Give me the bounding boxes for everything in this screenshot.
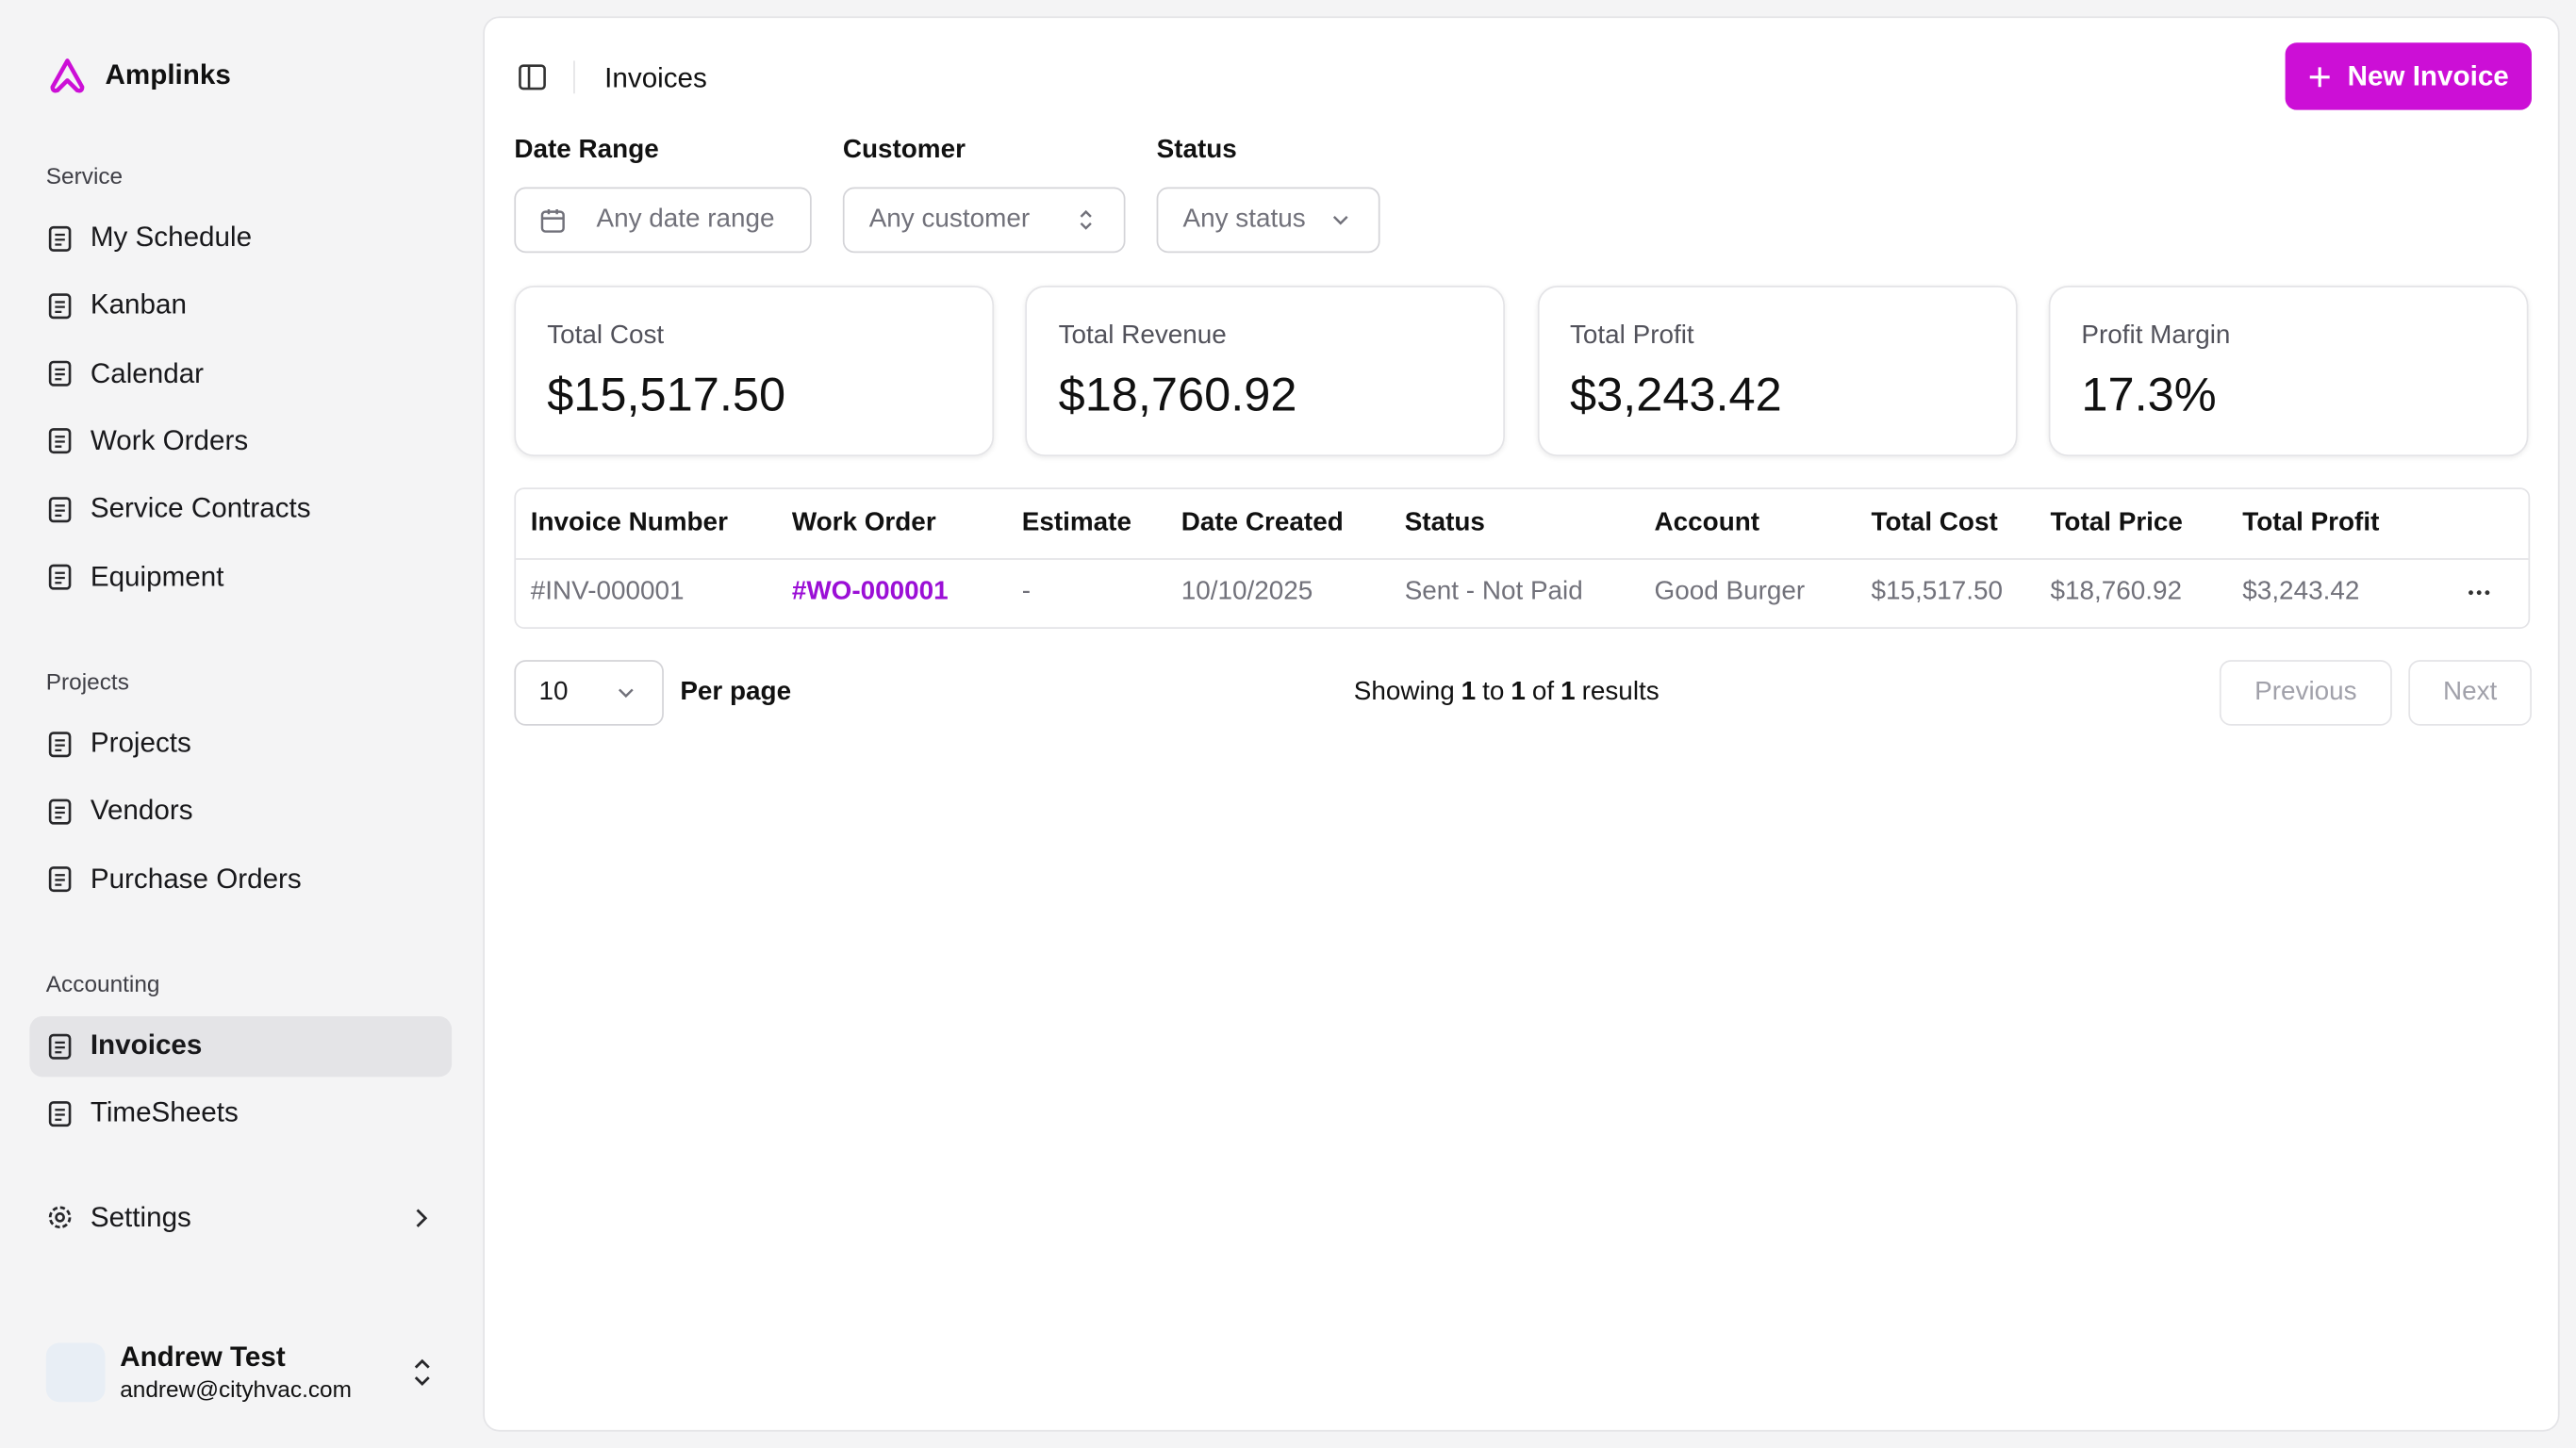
cell: Sent - Not Paid [1404,578,1583,606]
cell: $18,760.92 [2050,578,2182,606]
stat-card: Total Revenue $18,760.92 [1025,286,1506,457]
cell: 10/10/2025 [1181,578,1313,606]
filter-label: Date Range [514,136,659,165]
summary-part: of [1531,678,1555,706]
filter-label: Customer [842,136,966,165]
row-divider [516,558,2529,560]
nav-item[interactable]: Work Orders [29,411,452,471]
section-title: Service [45,162,124,189]
column-header: Date Created [1181,508,1344,537]
stat-value: $3,243.42 [1569,369,1782,422]
cell: $15,517.50 [1871,578,2004,606]
stat-value: 17.3% [2081,369,2217,422]
per-page-value: 10 [538,678,569,706]
section-title: Accounting [45,970,160,997]
user-menu[interactable] [409,1358,436,1387]
summary-part: 1 [1560,678,1576,706]
per-page-label: Per page [680,678,792,706]
column-header: Status [1404,508,1485,537]
filter-control[interactable]: Any customer [842,187,1126,254]
stat-value: $15,517.50 [547,369,786,422]
avatar [45,1342,106,1403]
nav-label: Invoices [90,1028,203,1061]
page-title: Invoices [604,62,707,94]
nav-item[interactable]: Settings [29,1187,452,1247]
sidebar: Amplinks Service My Schedule Kanban Calenda… [0,0,476,1448]
button-label: New Invoice [2347,59,2509,91]
previous-button[interactable]: Previous [2219,660,2392,726]
user-name: Andrew Test [120,1341,286,1373]
per-page-select[interactable]: 10 [514,660,664,726]
stat-label: Total Cost [547,321,665,350]
stat-card: Total Cost $15,517.50 [514,286,995,457]
nav-label: Kanban [90,289,187,321]
nav-label: Settings [90,1200,191,1232]
cell: Good Burger [1654,578,1806,606]
nav-item[interactable]: Service Contracts [29,479,452,539]
nav-item[interactable]: Vendors [29,782,452,842]
summary-part: 1 [1511,678,1526,706]
next-button[interactable]: Next [2408,660,2532,726]
brand: Amplinks [105,58,231,90]
results-summary: Showing 1 to 1 of 1 results [485,678,2528,707]
nav-item[interactable]: Kanban [29,275,452,336]
cell: - [1021,578,1032,606]
work-order-link[interactable]: #WO-000001 [791,578,949,606]
nav-item[interactable]: Projects [29,714,452,774]
column-header: Invoice Number [530,508,728,537]
summary-part: 1 [1461,678,1477,706]
filter-label: Status [1156,136,1237,165]
stat-card: Profit Margin 17.3% [2048,286,2529,457]
user-email: andrew@cityhvac.com [120,1375,352,1403]
filter-placeholder: Any customer [868,205,1031,234]
nav-label: My Schedule [90,222,253,254]
column-header: Total Cost [1871,508,1998,537]
nav-item[interactable]: Purchase Orders [29,849,452,910]
nav-label: Projects [90,727,191,759]
nav-label: Equipment [90,560,224,592]
filter-placeholder: Any date range [596,205,775,234]
column-header: Work Order [791,508,936,537]
stat-value: $18,760.92 [1058,369,1297,422]
nav-label: Purchase Orders [90,863,302,895]
nav-item[interactable]: Invoices [29,1015,453,1077]
summary-part: results [1581,678,1660,706]
nav-item[interactable]: Calendar [29,343,452,403]
row-menu[interactable] [2466,587,2492,597]
nav-label: TimeSheets [90,1096,239,1128]
summary-part: to [1482,678,1505,706]
column-header: Total Price [2050,508,2183,537]
filter-control[interactable]: Any date range [514,187,812,254]
filter-control[interactable]: Any status [1156,187,1380,254]
stat-label: Profit Margin [2081,321,2231,350]
column-header: Account [1654,508,1760,537]
invoice-table: Invoice Number Work Order Estimate Date Cre… [514,487,2531,629]
stat-label: Total Revenue [1058,321,1227,350]
nav-label: Vendors [90,795,193,827]
section-title: Projects [45,667,129,695]
new-invoice-button[interactable]: New Invoice [2285,42,2532,110]
logo [50,58,85,93]
column-header: Total Profit [2242,508,2380,537]
nav-item[interactable]: TimeSheets [29,1083,452,1144]
nav-item[interactable]: Equipment [29,547,452,607]
filter-placeholder: Any status [1182,205,1306,234]
nav-label: Service Contracts [90,492,311,524]
summary-part: Showing [1353,678,1455,706]
nav-label: Calendar [90,356,205,389]
sidebar-toggle[interactable] [518,62,547,91]
nav-label: Work Orders [90,424,249,456]
nav-item[interactable]: My Schedule [29,207,452,268]
stat-label: Total Profit [1569,321,1694,350]
column-header: Estimate [1021,508,1131,537]
stat-card: Total Profit $3,243.42 [1537,286,2017,457]
cell: $3,243.42 [2242,578,2360,606]
main-panel: Invoices New Invoice Date Range Any date … [483,16,2560,1432]
cell: #INV-000001 [530,578,685,606]
